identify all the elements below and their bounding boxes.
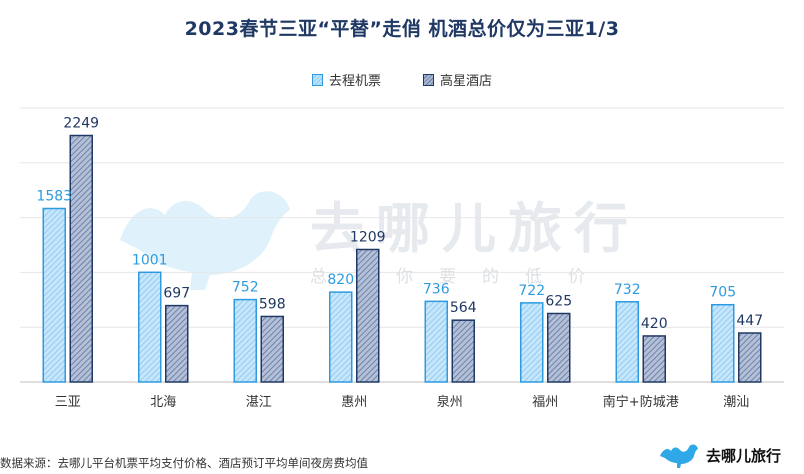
category-label: 泉州: [437, 394, 463, 410]
data-label: 625: [545, 294, 572, 310]
data-label: 564: [450, 300, 477, 316]
bar-series-b: [69, 134, 93, 383]
data-label: 1001: [132, 252, 168, 268]
bar-series-a: [329, 291, 353, 383]
data-label: 732: [614, 282, 641, 298]
data-label: 598: [259, 296, 286, 312]
bar-series-a: [138, 271, 162, 383]
chart-title: 2023春节三亚“平替”走俏 机酒总价仅为三亚1/3: [184, 18, 620, 40]
data-label: 697: [163, 286, 190, 302]
category-label: 福州: [532, 395, 558, 410]
data-label: 722: [518, 283, 545, 299]
legend-item-series-a: 去程机票: [311, 70, 381, 89]
camel-icon: [660, 444, 698, 468]
data-label: 705: [709, 285, 736, 301]
category-label: 潮汕: [723, 395, 749, 410]
category-label: 湛江: [246, 395, 272, 410]
category-label: 三亚: [55, 395, 81, 410]
data-label: 2249: [63, 116, 99, 132]
legend-item-series-b: 高星酒店: [423, 70, 492, 89]
data-label: 820: [327, 272, 354, 288]
bar-series-b: [260, 315, 284, 383]
legend-swatch-series-b: [423, 73, 434, 86]
bar-series-b: [356, 248, 380, 383]
bar-series-b: [738, 332, 762, 383]
legend: 去程机票 高星酒店: [0, 70, 804, 89]
category-label: 惠州: [341, 395, 367, 410]
source-note: 数据来源：去哪儿平台机票平均支付价格、酒店预订平均单间夜房费均值: [0, 456, 368, 470]
category-labels: 三亚 北海 湛江 惠州 泉州 福州 南宁+防城港 潮汕: [55, 394, 750, 410]
bar-series-a: [711, 303, 735, 383]
legend-swatch-series-a: [311, 73, 323, 86]
bar-series-b: [451, 319, 475, 383]
bars: [42, 134, 762, 383]
bar-series-a: [520, 302, 544, 383]
data-label: 420: [641, 316, 668, 332]
legend-label-series-b: 高星酒店: [440, 74, 493, 89]
bar-series-b: [642, 335, 666, 383]
data-label: 447: [736, 313, 763, 329]
legend-label-series-a: 去程机票: [328, 74, 381, 89]
bar-series-b: [547, 312, 571, 383]
bar-series-a: [615, 301, 639, 383]
bar-series-a: [424, 300, 448, 383]
bar-series-a: [42, 207, 66, 383]
category-label: 南宁+防城港: [603, 394, 679, 410]
logo-text: 去哪儿旅行: [706, 446, 782, 465]
bar-series-b: [165, 304, 189, 383]
brand-logo: 去哪儿旅行: [658, 442, 781, 468]
data-label: 736: [423, 281, 450, 297]
data-label: 1583: [36, 189, 72, 205]
grid-lines: [20, 107, 784, 383]
data-label: 752: [232, 280, 259, 296]
data-label: 1209: [350, 229, 386, 245]
category-label: 北海: [150, 395, 176, 410]
bar-series-a: [233, 298, 257, 383]
